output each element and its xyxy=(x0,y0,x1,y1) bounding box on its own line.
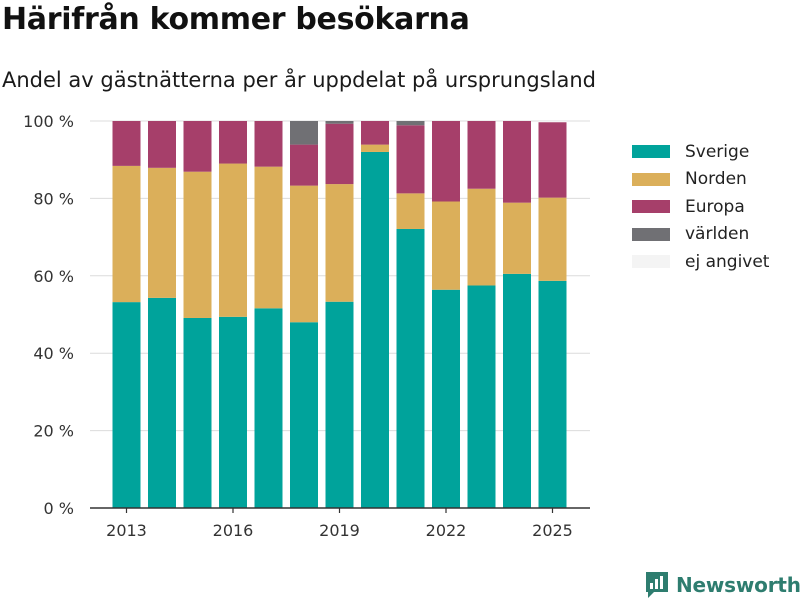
legend-label: ej angivet xyxy=(685,251,770,272)
bar-segment-sverige-2022 xyxy=(432,289,460,508)
legend-label: Europa xyxy=(685,196,745,217)
bar-segment-europa-2021 xyxy=(396,125,425,194)
bar-segment-sverige-2015 xyxy=(183,317,212,508)
x-tick-label: 2019 xyxy=(319,521,360,540)
bar-segment-norden-2017 xyxy=(254,166,283,309)
bar-segment-europa-2024 xyxy=(503,121,531,203)
bar-segment-sverige-2014 xyxy=(148,297,176,508)
legend-swatch xyxy=(632,200,670,214)
bar-segment-europa-2017 xyxy=(254,121,283,167)
legend-label: världen xyxy=(685,224,750,245)
legend-item: Europa xyxy=(632,193,769,221)
brand-label: Newsworthy xyxy=(676,573,800,597)
bar-segment-norden-2020 xyxy=(361,144,389,152)
bar-segment-europa-2014 xyxy=(148,121,176,168)
bar-segment-sverige-2018 xyxy=(290,322,318,508)
bar-segment-europa-2016 xyxy=(219,121,247,164)
y-tick-label: 100 % xyxy=(23,112,74,131)
bar-segment-europa-2019 xyxy=(325,123,354,185)
bar-segment-världen-2019 xyxy=(325,121,354,124)
bar-segment-sverige-2025 xyxy=(538,280,567,508)
newsworthy-logo-icon xyxy=(646,572,668,598)
bar-segment-norden-2019 xyxy=(325,184,354,302)
legend-item: Norden xyxy=(632,166,769,194)
bar-segment-europa-2022 xyxy=(432,121,460,202)
bar-segment-europa-2023 xyxy=(467,121,496,189)
x-tick-label: 2016 xyxy=(213,521,254,540)
bar-segment-norden-2025 xyxy=(538,197,567,281)
bar-segment-norden-2023 xyxy=(467,188,496,286)
chart-title: Härifrån kommer besökarna xyxy=(2,2,470,37)
x-tick-label: 2025 xyxy=(532,521,573,540)
legend-item: ej angivet xyxy=(632,248,769,276)
bar-segment-norden-2021 xyxy=(396,193,425,229)
legend: Sverige Norden Europa världen ej angivet xyxy=(632,138,769,276)
bar-segment-sverige-2013 xyxy=(112,302,141,508)
bar-segment-ej-angivet-2025 xyxy=(538,121,567,123)
x-tick-label: 2013 xyxy=(106,521,147,540)
bars xyxy=(112,121,567,508)
bar-segment-norden-2022 xyxy=(432,201,460,290)
bar-segment-europa-2020 xyxy=(361,121,389,145)
y-tick-label: 0 % xyxy=(44,499,74,518)
y-tick-label: 60 % xyxy=(33,267,74,286)
y-tick-label: 40 % xyxy=(33,344,74,363)
x-axis-ticks: 2013 2016 2019 2022 2025 xyxy=(106,508,573,540)
bar-segment-norden-2016 xyxy=(219,163,247,317)
legend-swatch xyxy=(632,227,670,241)
bar-segment-sverige-2021 xyxy=(396,228,425,508)
bar-segment-sverige-2016 xyxy=(219,316,247,508)
legend-item: världen xyxy=(632,221,769,249)
bar-segment-europa-2013 xyxy=(112,121,141,166)
bar-segment-sverige-2024 xyxy=(503,273,531,508)
brand-logo: Newsworthy xyxy=(644,570,800,600)
bar-segment-sverige-2019 xyxy=(325,301,354,508)
bar-segment-europa-2015 xyxy=(183,121,212,172)
y-tick-label: 20 % xyxy=(33,422,74,441)
y-tick-label: 80 % xyxy=(33,189,74,208)
legend-swatch xyxy=(632,172,670,186)
bar-segment-norden-2014 xyxy=(148,167,176,298)
chart-subtitle: Andel av gästnätterna per år uppdelat på… xyxy=(2,68,596,92)
bar-segment-europa-2025 xyxy=(538,122,567,198)
bar-segment-sverige-2017 xyxy=(254,308,283,508)
y-axis-ticks: 0 % 20 % 40 % 60 % 80 % 100 % xyxy=(23,112,74,518)
legend-item: Sverige xyxy=(632,138,769,166)
legend-swatch xyxy=(632,145,670,159)
bar-segment-världen-2021 xyxy=(396,121,425,126)
bar-segment-norden-2024 xyxy=(503,202,531,274)
legend-label: Sverige xyxy=(685,141,750,162)
x-tick-label: 2022 xyxy=(426,521,467,540)
bar-segment-världen-2018 xyxy=(290,121,318,145)
bar-segment-europa-2018 xyxy=(290,144,318,186)
bar-segment-norden-2015 xyxy=(183,171,212,318)
bar-segment-norden-2013 xyxy=(112,165,141,303)
legend-swatch xyxy=(632,255,670,269)
bar-segment-sverige-2020 xyxy=(361,151,389,508)
bar-segment-sverige-2023 xyxy=(467,285,496,508)
legend-label: Norden xyxy=(685,169,747,190)
bar-segment-norden-2018 xyxy=(290,185,318,323)
